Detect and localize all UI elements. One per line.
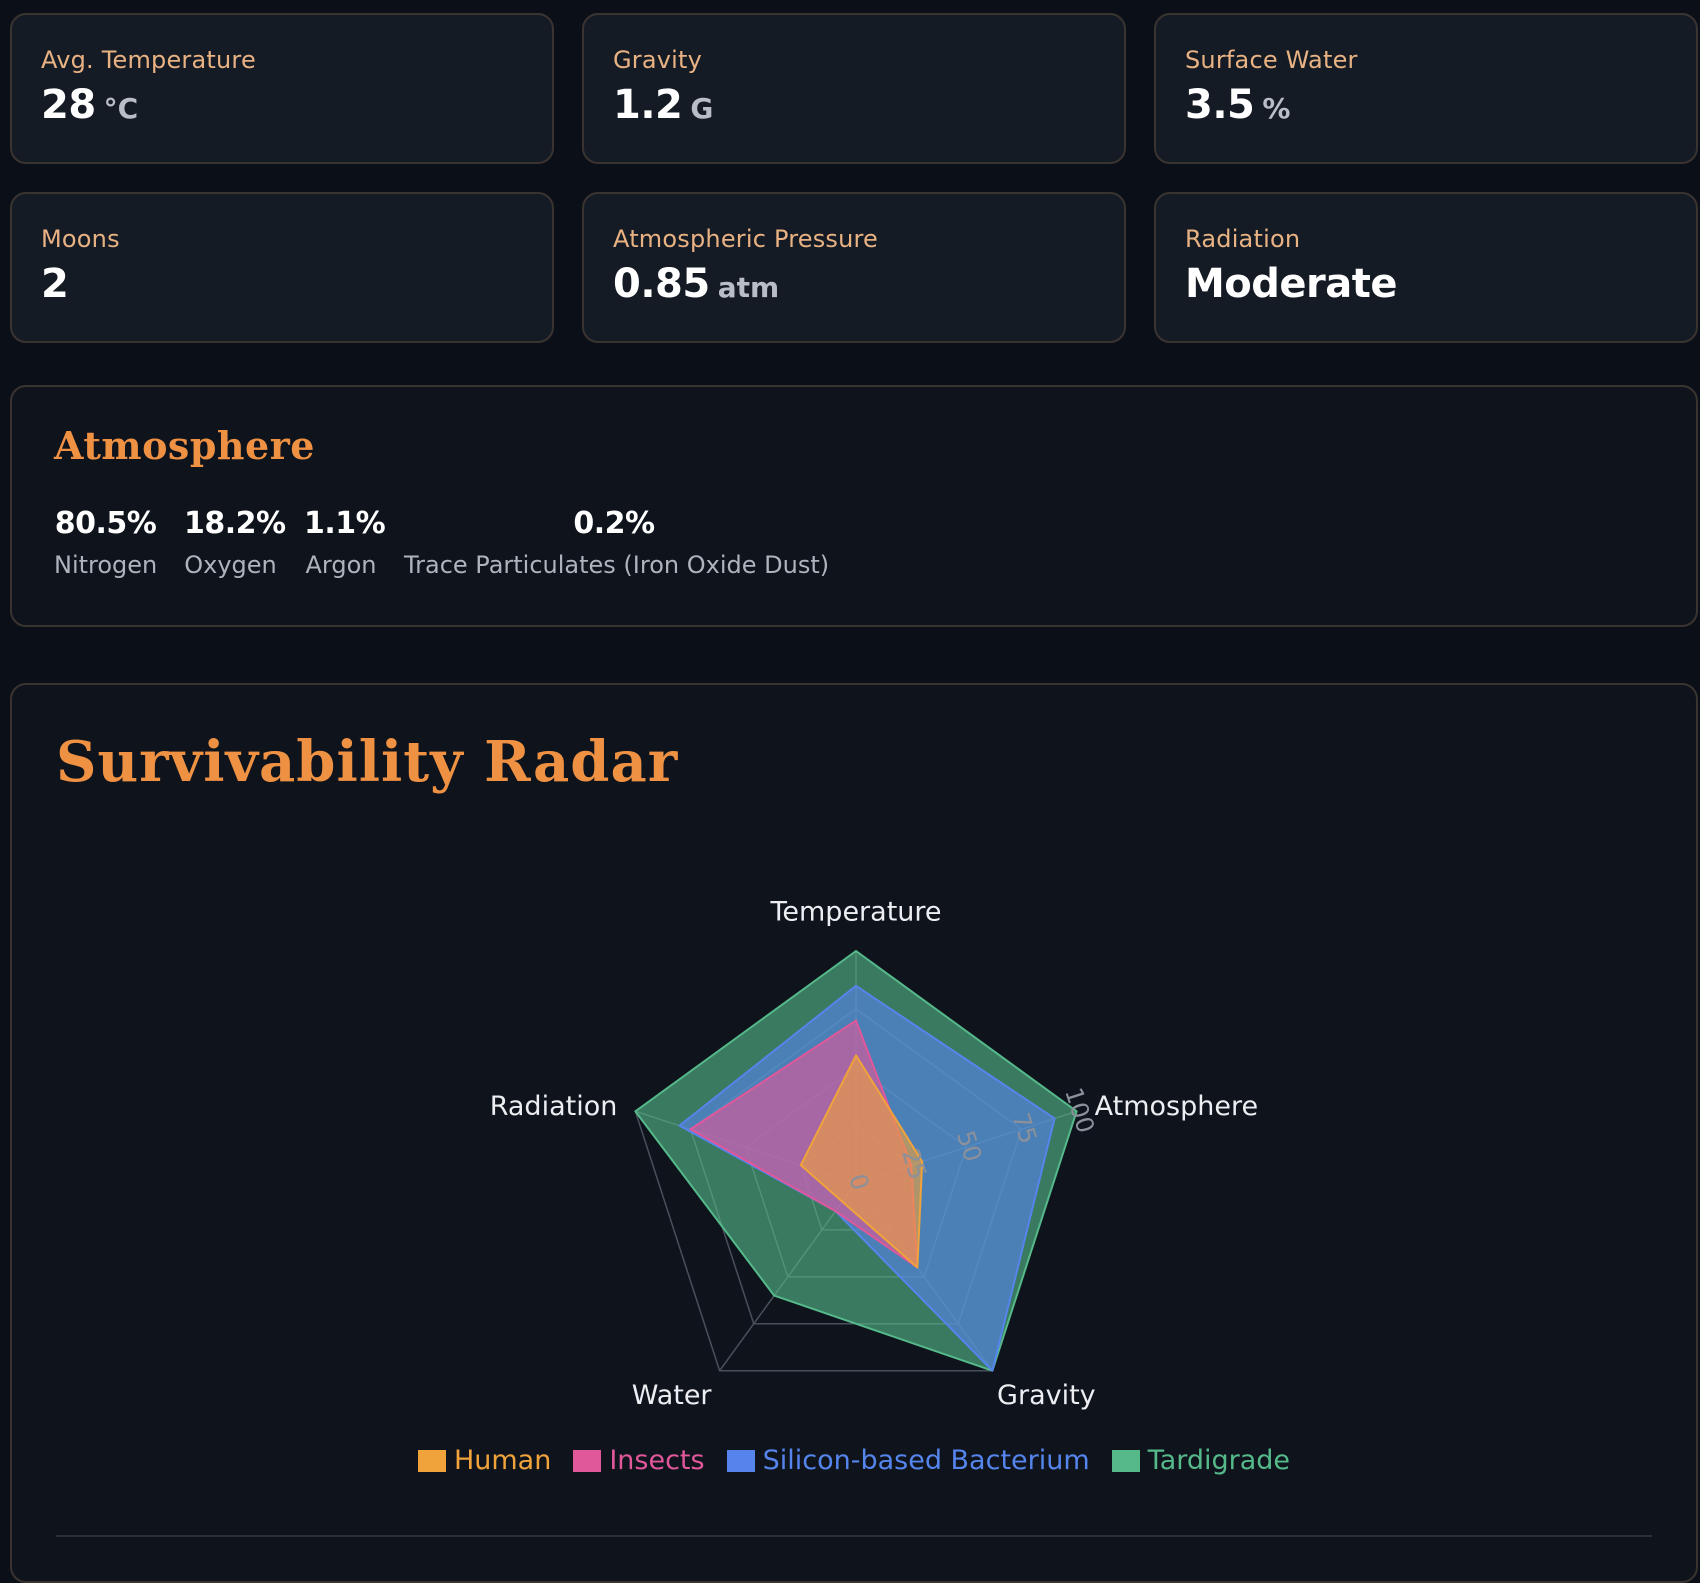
gas-percent: 80.5% [54,506,157,541]
legend-item-insects[interactable]: Insects [573,1445,705,1476]
gas-name: Argon [305,551,377,579]
gas-percent: 0.2% [573,506,655,541]
legend-swatch [726,1449,755,1472]
stat-label: Gravity [613,46,703,74]
legend-item-silicon-based-bacterium[interactable]: Silicon-based Bacterium [726,1445,1090,1476]
stat-unit: atm [717,271,780,304]
legend-swatch [1111,1449,1140,1472]
legend-swatch [417,1449,446,1472]
legend-item-human[interactable]: Human [417,1445,552,1476]
stat-card-atmospheric-pressure: Atmospheric Pressure 0.85 atm [582,192,1126,343]
gas-nitrogen: 80.5% Nitrogen [54,506,158,580]
stat-label: Surface Water [1185,46,1358,74]
stat-value: 2 [41,261,69,307]
radar-axis-label-gravity: Gravity [997,1380,1096,1411]
stat-card-surface-water: Surface Water 3.5% [1154,13,1698,164]
survivability-radar-panel: Survivability Radar 0 25 50 75 100 Temperatur… [10,683,1698,1583]
radar-legend: Human Insects Silicon-based Bacterium Tardi… [12,1445,1696,1476]
gas-name: Nitrogen [54,551,158,579]
gas-percent: 18.2% [184,506,286,541]
gas-name: Trace Particulates (Iron Oxide Dust) [404,551,830,579]
radar-axis-label-atmosphere: Atmosphere [1095,1091,1258,1122]
legend-item-tardigrade[interactable]: Tardigrade [1111,1445,1291,1476]
stat-unit: °C [103,92,139,125]
stat-value: 0.85 [613,261,710,307]
stat-unit: % [1262,92,1291,125]
stat-value: 28 [41,82,96,128]
gas-trace-particulates: 0.2% Trace Particulates (Iron Oxide Dust… [404,506,830,580]
legend-swatch [573,1449,602,1472]
stat-value: 1.2 [613,82,683,128]
stat-card-radiation: Radiation Moderate [1154,192,1698,343]
stat-card-moons: Moons 2 [10,192,554,343]
gas-oxygen: 18.2% Oxygen [184,506,286,580]
stat-label: Avg. Temperature [41,46,256,74]
legend-label: Insects [609,1445,705,1476]
stat-card-avg-temperature: Avg. Temperature 28 °C [10,13,554,164]
stat-label: Radiation [1185,225,1301,253]
gas-percent: 1.1% [304,506,386,541]
legend-label: Human [453,1445,552,1476]
stat-label: Moons [41,225,120,253]
gas-name: Oxygen [184,551,277,579]
radar-title: Survivability Radar [56,729,679,795]
stat-unit: G [690,92,714,125]
stat-card-gravity: Gravity 1.2 G [582,13,1126,164]
radar-series-human [799,1054,924,1269]
atmosphere-panel: Atmosphere 80.5% Nitrogen 18.2% Oxygen 1… [10,385,1698,627]
legend-label: Silicon-based Bacterium [762,1445,1090,1476]
radar-axis-label-temperature: Temperature [769,897,941,928]
radar-axis-label-radiation: Radiation [490,1091,618,1122]
divider [56,1535,1652,1537]
radar-axis-label-water: Water [632,1380,713,1411]
stat-value: Moderate [1185,261,1398,307]
atmosphere-title: Atmosphere [54,423,315,468]
radar-chart: 0 25 50 75 100TemperatureAtmosphereGravityWa… [490,897,1258,1412]
stat-label: Atmospheric Pressure [613,225,879,253]
legend-label: Tardigrade [1147,1445,1291,1476]
gas-argon: 1.1% Argon [304,506,386,580]
stat-value: 3.5 [1185,82,1255,128]
